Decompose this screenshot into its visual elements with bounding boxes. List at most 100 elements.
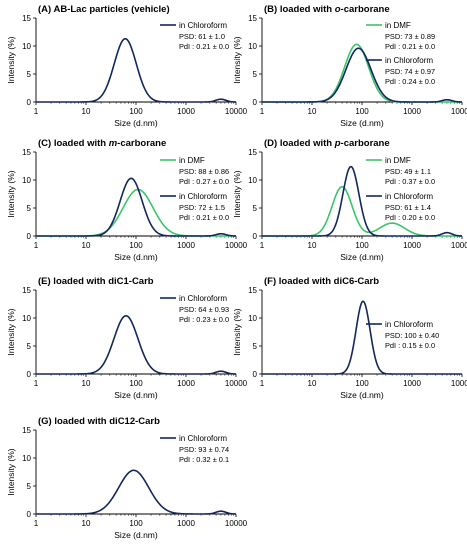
y-tick-label: 15 [22,148,31,157]
y-tick-label: 15 [248,148,257,157]
stat-label: PdI : 0.20 ± 0.0 [385,213,435,222]
stat-label: PdI : 0.21 ± 0.0 [179,42,229,51]
x-tick-label: 100 [355,241,369,250]
x-tick-label: 1 [260,241,265,250]
x-tick-label: 10 [308,379,317,388]
stat-label: PdI : 0.37 ± 0.0 [385,177,435,186]
y-axis-title: Intensity (%) [6,308,16,355]
stat-label: PdI : 0.21 ± 0.0 [385,42,435,51]
x-tick-label: 100 [355,379,369,388]
x-tick-label: 1 [34,379,39,388]
x-tick-label: 10000 [225,379,248,388]
x-tick-label: 10 [82,379,91,388]
legend-label: in Chloroform [179,294,227,303]
series-line-chloroform [261,47,463,103]
panel-f: (F) loaded with diC6-Carb 0 5 10 15 1 10 100 100… [232,276,467,400]
legend-label: in Chloroform [179,192,227,201]
x-tick-label: 10 [308,241,317,250]
x-axis-title: Size (d.nm) [114,118,158,128]
y-axis-title: Intensity (%) [6,170,16,217]
y-axis-title: Intensity (%) [6,36,16,83]
panel-b: (B) loaded with o-carborane 0 5 10 15 1 10 100 1… [232,4,467,128]
y-tick-label: 15 [248,286,257,295]
x-tick-label: 1000 [177,519,195,528]
y-tick-label: 5 [253,70,258,79]
x-tick-label: 1000 [177,241,195,250]
stat-label: PSD: 73 ± 0.89 [385,32,435,41]
x-tick-label: 10000 [451,379,467,388]
x-axis-title: Size (d.nm) [340,390,384,400]
y-tick-label: 0 [253,98,258,107]
x-axis-title: Size (d.nm) [340,252,384,262]
x-axis-title: Size (d.nm) [114,530,158,540]
series-line-chloroform [35,37,237,103]
stat-label: PSD: 100 ± 0.40 [385,331,439,340]
x-tick-label: 1 [260,379,265,388]
panel-title: (B) loaded with o-carborane [264,4,390,15]
stat-label: PSD: 61 ± 1.4 [385,203,431,212]
stat-label: PdI : 0.23 ± 0.0 [179,315,229,324]
stat-label: PdI : 0.24 ± 0.0 [385,77,435,86]
legend-label: in DMF [385,156,411,165]
panel-g: (G) loaded with diC12-Carb 0 5 10 15 1 10 100 10… [6,416,248,540]
x-tick-label: 1000 [403,379,421,388]
panel-d: (D) loaded with p-carborane 0 5 10 15 1 10 100 1… [232,138,467,262]
y-tick-label: 15 [22,14,31,23]
y-tick-label: 15 [248,14,257,23]
x-axis-title: Size (d.nm) [114,252,158,262]
y-tick-label: 0 [253,232,258,241]
panel-title: (C) loaded with m-carborane [38,138,166,149]
y-tick-label: 10 [248,176,257,185]
stat-label: PSD: 49 ± 1.1 [385,167,431,176]
series-line-chloroform [35,469,237,515]
x-axis-title: Size (d.nm) [114,390,158,400]
panel-title: (A) AB-Lac particles (vehicle) [38,4,170,15]
stat-label: PdI : 0.32 ± 0.1 [179,455,229,464]
panel-a: (A) AB-Lac particles (vehicle) 0 5 10 15 1 10 1… [6,4,248,128]
y-tick-label: 0 [27,370,32,379]
y-axis-title: Intensity (%) [232,36,242,83]
x-tick-label: 10 [82,107,91,116]
legend-label: in Chloroform [385,192,433,201]
x-tick-label: 10000 [451,107,467,116]
y-tick-label: 0 [27,232,32,241]
series-line-chloroform [35,177,237,237]
x-tick-label: 100 [129,519,143,528]
panel-title: (F) loaded with diC6-Carb [264,276,379,287]
x-tick-label: 10000 [225,519,248,528]
stat-label: PSD: 72 ± 1.5 [179,203,225,212]
y-tick-label: 5 [27,482,32,491]
panel-title: (E) loaded with diC1-Carb [38,276,154,287]
x-tick-label: 1000 [403,241,421,250]
panel-title: (G) loaded with diC12-Carb [38,416,160,427]
x-tick-label: 100 [129,241,143,250]
y-tick-label: 0 [27,98,32,107]
y-axis-title: Intensity (%) [6,448,16,495]
legend-label: in Chloroform [385,56,433,65]
y-tick-label: 10 [22,314,31,323]
y-tick-label: 5 [253,204,258,213]
y-tick-label: 10 [248,314,257,323]
y-tick-label: 5 [27,70,32,79]
y-tick-label: 0 [253,370,258,379]
legend-label: in Chloroform [179,434,227,443]
x-tick-label: 1 [34,107,39,116]
panel-c: (C) loaded with m-carborane 0 5 10 15 1 10 100 1… [6,138,248,262]
x-tick-label: 10 [308,107,317,116]
y-tick-label: 5 [253,342,258,351]
x-tick-label: 100 [129,379,143,388]
series-line-chloroform [261,165,463,237]
y-tick-label: 10 [22,454,31,463]
stat-label: PSD: 74 ± 0.97 [385,67,435,76]
x-axis-title: Size (d.nm) [340,118,384,128]
x-tick-label: 1 [34,241,39,250]
y-tick-label: 10 [22,176,31,185]
x-tick-label: 10 [82,241,91,250]
y-tick-label: 0 [27,510,32,519]
legend-label: in DMF [179,156,205,165]
stat-label: PSD: 93 ± 0.74 [179,445,229,454]
x-tick-label: 10 [82,519,91,528]
series-line-chloroform [35,314,237,375]
stat-label: PdI : 0.15 ± 0.0 [385,341,435,350]
